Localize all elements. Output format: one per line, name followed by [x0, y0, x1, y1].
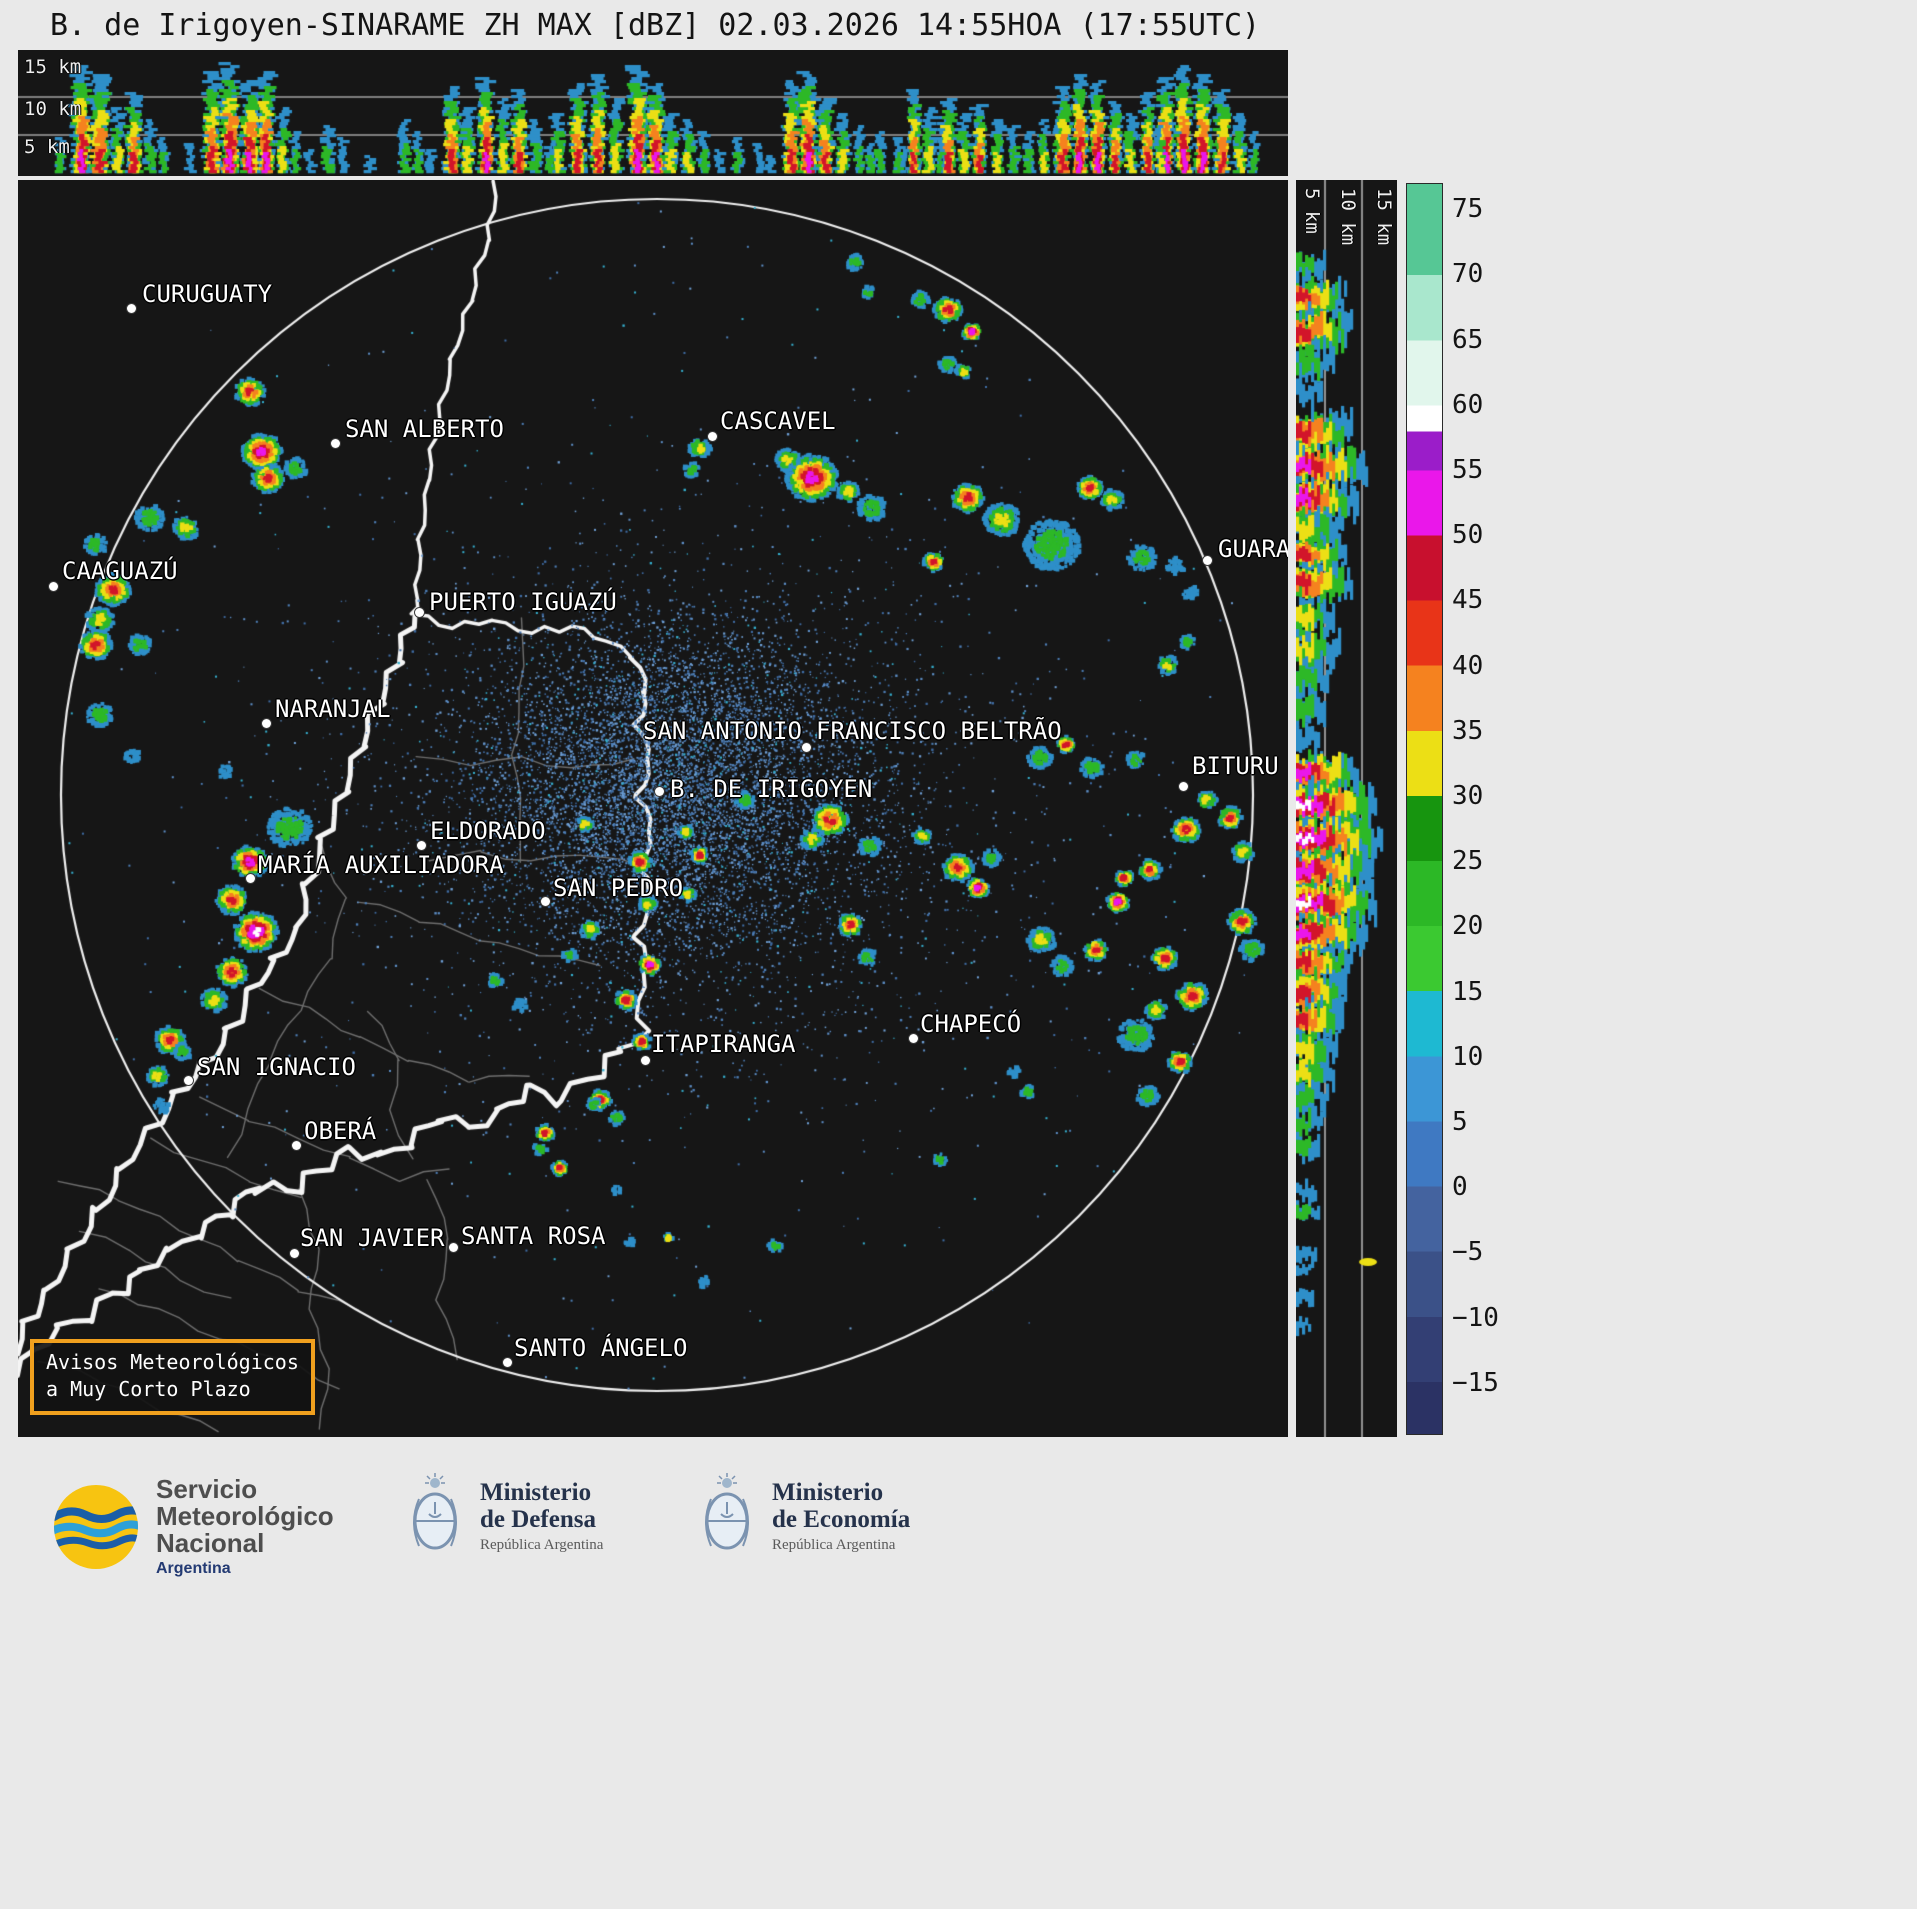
ministry-economia-block: Ministerio de Economía República Argenti… — [698, 1472, 910, 1560]
colorbar-tick-label: 50 — [1452, 520, 1484, 551]
smn-name-line: Nacional — [156, 1528, 265, 1558]
ministry-defensa-block: Ministerio de Defensa República Argentin… — [406, 1472, 603, 1560]
footer: Servicio Meteorológico Nacional Argentin… — [0, 1452, 1917, 1652]
smn-country-label: Argentina — [156, 1560, 231, 1577]
colorbar-tick-label: 75 — [1452, 194, 1484, 225]
warning-box-line1: Avisos Meteorológicos — [46, 1350, 299, 1374]
city-label: SAN IGNACIO — [197, 1053, 356, 1081]
ministry-name-line: de Economía — [772, 1505, 911, 1533]
city-label: MARÍA AUXILIADORA — [258, 851, 504, 879]
radar-map-canvas — [18, 180, 1288, 1437]
city-dot — [449, 1243, 458, 1252]
city-label: ITAPIRANGA — [651, 1030, 796, 1058]
city-label: CASCAVEL — [720, 407, 836, 435]
colorbar-tick-label: 40 — [1452, 650, 1484, 681]
city-dot — [655, 787, 664, 796]
colorbar-tick-label: 45 — [1452, 585, 1484, 616]
right-cross-section-canvas — [1296, 180, 1397, 1437]
city-dot — [184, 1076, 193, 1085]
top-cross-section-canvas — [18, 50, 1288, 176]
colorbar-tick-label: 55 — [1452, 454, 1484, 485]
altitude-label: 15 km — [1373, 188, 1395, 246]
smn-logo-icon — [54, 1485, 138, 1569]
city-label: OBERÁ — [304, 1117, 377, 1145]
colorbar-tick-label: 15 — [1452, 976, 1484, 1007]
ministry-sub-label: República Argentina — [772, 1536, 896, 1553]
colorbar-tick-label: 0 — [1452, 1172, 1468, 1203]
smn-name-line: Servicio — [156, 1474, 258, 1504]
colorbar-tick-label: −10 — [1452, 1302, 1499, 1333]
colorbar-tick-label: 10 — [1452, 1041, 1484, 1072]
city-dot — [708, 432, 717, 441]
city-label: SAN ALBERTO — [345, 415, 504, 443]
altitude-label: 5 km — [1301, 188, 1323, 234]
city-dot — [1203, 556, 1212, 565]
city-label: BITURU — [1192, 752, 1279, 780]
city-dot — [1179, 782, 1188, 791]
warning-box-line2: a Muy Corto Plazo — [46, 1377, 251, 1401]
city-label: CURUGUATY — [142, 280, 273, 308]
colorbar-tick-label: 60 — [1452, 389, 1484, 420]
city-dot — [292, 1141, 301, 1150]
warning-box: Avisos Meteorológicos a Muy Corto Plazo — [30, 1339, 315, 1415]
city-label: SAN ANTONIO — [643, 717, 802, 745]
city-label: SANTO ÁNGELO — [514, 1334, 688, 1362]
city-dot — [290, 1249, 299, 1258]
city-dot — [262, 719, 271, 728]
radar-map-panel: CURUGUATY SAN ALBERTO CASCAVEL CAAGUAZÚ PUER… — [18, 180, 1288, 1437]
colorbar-tick-label: −15 — [1452, 1367, 1499, 1398]
right-cross-section-panel: 5 km 10 km 15 km — [1296, 180, 1397, 1437]
city-label: GUARA — [1218, 535, 1288, 563]
colorbar-tick-label: 65 — [1452, 324, 1484, 355]
city-label: SAN JAVIER — [300, 1224, 445, 1252]
city-label: SANTA ROSA — [461, 1222, 606, 1250]
colorbar: 75 70 65 60 55 50 45 40 35 30 25 20 15 10 5 0 −5 −10 −15 — [1406, 183, 1499, 1435]
ministry-name-line: de Defensa — [480, 1505, 596, 1533]
ministry-name-line: Ministerio — [480, 1478, 592, 1506]
product-title: B. de Irigoyen-SINARAME ZH MAX [dBZ] 02.… — [50, 8, 1261, 43]
colorbar-tick-label: 25 — [1452, 846, 1484, 877]
city-dot — [417, 841, 426, 850]
colorbar-tick-label: 20 — [1452, 911, 1484, 942]
city-label: FRANCISCO BELTRÃO — [816, 717, 1062, 745]
smn-name-line: Meteorológico — [156, 1501, 334, 1531]
city-dot — [802, 743, 811, 752]
coat-of-arms-icon — [413, 1473, 457, 1550]
city-label: PUERTO IGUAZÚ — [429, 588, 617, 616]
altitude-label: 15 km — [24, 56, 82, 78]
city-dot — [909, 1034, 918, 1043]
city-dot — [541, 897, 550, 906]
city-dot — [127, 304, 136, 313]
ministry-sub-label: República Argentina — [480, 1536, 604, 1553]
city-dot — [641, 1056, 650, 1065]
city-label: CAAGUAZÚ — [62, 557, 178, 585]
city-label: CHAPECÓ — [920, 1010, 1022, 1038]
city-dot — [331, 439, 340, 448]
altitude-label: 5 km — [24, 136, 70, 158]
ministry-name-line: Ministerio — [772, 1478, 884, 1506]
altitude-label: 10 km — [1337, 188, 1359, 246]
colorbar-tick-label: −5 — [1452, 1237, 1484, 1268]
colorbar-tick-label: 30 — [1452, 780, 1484, 811]
colorbar-tick-label: 35 — [1452, 715, 1484, 746]
top-cross-section-panel: 15 km 10 km 5 km — [18, 50, 1288, 176]
colorbar-tick-label: 5 — [1452, 1107, 1468, 1137]
city-dot — [246, 874, 255, 883]
city-dot — [503, 1358, 512, 1367]
city-label: ELDORADO — [430, 817, 546, 845]
colorbar-gradient — [1406, 183, 1443, 1435]
city-dot — [415, 608, 424, 617]
coat-of-arms-icon — [705, 1473, 749, 1550]
city-label: SAN PEDRO — [553, 874, 684, 902]
altitude-label: 10 km — [24, 98, 82, 120]
city-label: B. DE IRIGOYEN — [670, 775, 873, 803]
smn-logo-block: Servicio Meteorológico Nacional Argentin… — [52, 1476, 334, 1578]
city-label: NARANJAL — [275, 695, 391, 723]
colorbar-tick-label: 70 — [1452, 259, 1484, 290]
city-dot — [49, 582, 58, 591]
